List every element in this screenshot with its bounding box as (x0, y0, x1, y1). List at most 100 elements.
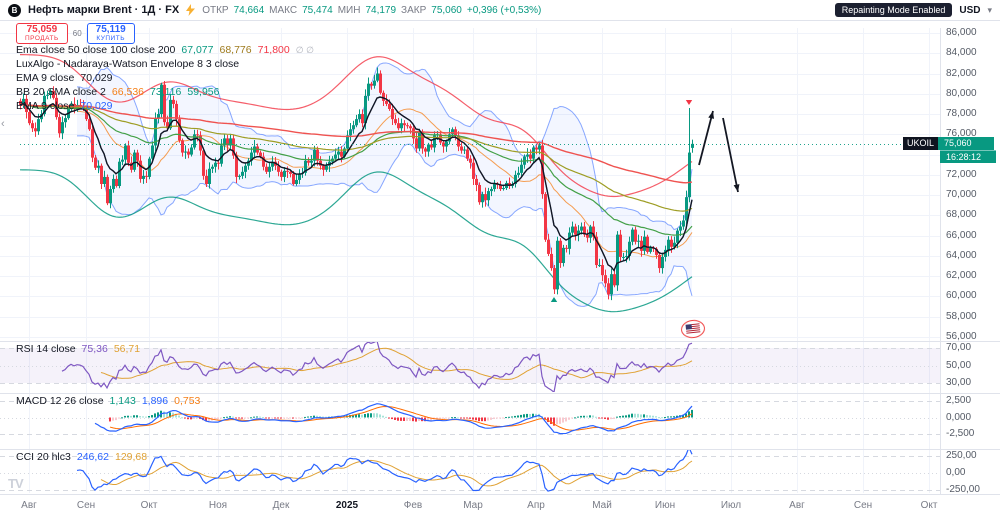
time-axis-label-Фев: Фев (403, 500, 423, 511)
legend-value: 129,68 (114, 451, 148, 463)
legend-title: Ema close 50 close 100 close 200 (16, 44, 176, 56)
legend-value: 68,776 (219, 44, 252, 56)
price-axis-label: 60,000 (946, 290, 977, 302)
trade-panel: 75,059 ПРОДАТЬ 60 75,119 КУПИТЬ (16, 23, 135, 44)
price-axis-label: 72,000 (946, 168, 977, 180)
legend-ema9-black[interactable]: EMA 9 close 70,029 (16, 72, 113, 84)
price-axis-label: 76,000 (946, 128, 977, 140)
legend-cci[interactable]: CCI 20 hlc3 246,62 129,68 (16, 451, 147, 463)
hidden-values-icon: ∅ ∅ (295, 44, 314, 55)
high-value: 75,474 (302, 4, 333, 16)
collapse-panel-arrow[interactable]: ‹ (1, 118, 5, 130)
time-axis-label-Авг: Авг (789, 500, 805, 511)
close-value: 75,060 (431, 4, 462, 16)
legend-value: 0,753 (174, 395, 201, 407)
legend-title: BB 20 SMA close 2 (16, 86, 106, 98)
time-axis-label-Ноя: Ноя (208, 500, 228, 511)
price-label-symbol: UKOIL (903, 137, 939, 150)
price-axis-label: 80,000 (946, 87, 977, 99)
close-label: ЗАКР (401, 4, 427, 16)
legend-value: 73,116 (150, 86, 182, 98)
price-label-value: 75,060 (938, 137, 995, 150)
symbol-title[interactable]: Нефть марки Brent · 1Д · FX (28, 4, 180, 16)
cci-axis-label: 0,00 (946, 467, 966, 478)
legend-title: EMA 9 close (16, 72, 75, 84)
legend-value: 67,077 (181, 44, 214, 56)
time-axis-label-Окт: Окт (140, 500, 158, 511)
cci-axis-label: -250,00 (946, 484, 980, 495)
price-axis-label: 64,000 (946, 249, 977, 261)
legend-value: 56,71 (113, 343, 141, 355)
price-axis-label: 58,000 (946, 310, 977, 322)
rsi-axis-label: 50,00 (946, 359, 972, 371)
legend-value: 1,896 (141, 395, 169, 407)
legend-value: 66,536 (111, 86, 145, 98)
open-value: 74,664 (233, 4, 265, 16)
price-axis-label: 84,000 (946, 47, 977, 59)
currency-selector[interactable]: USD (959, 4, 981, 16)
open-label: ОТКР (202, 4, 229, 16)
spread-value: 60 (72, 29, 82, 38)
legend-value: 246,62 (76, 451, 109, 463)
change-value: +0,396 (+0,53%) (466, 4, 542, 16)
flash-icon (186, 4, 196, 16)
low-label: МИН (337, 4, 361, 16)
low-value: 74,179 (365, 4, 397, 16)
last-price-label: UKOIL 75,060 16:28:12 (903, 137, 996, 163)
time-axis-label-Сен: Сен (76, 500, 96, 511)
legend-title: EMA 9 close (16, 100, 75, 112)
time-axis-label-Авг: Авг (21, 500, 37, 511)
legend-rsi[interactable]: RSI 14 close 75,36 56,71 (16, 343, 140, 355)
bar-countdown: 16:28:12 (940, 150, 996, 163)
legend-value: 70,029 (80, 72, 113, 84)
ohlc-values: ОТКР 74,664 МАКС 75,474 МИН 74,179 ЗАКР 75,0… (202, 5, 541, 16)
sell-price: 75,059 (26, 24, 58, 35)
legend-title: LuxAlgo - Nadaraya-Watson Envelope 8 3 c… (16, 58, 240, 70)
rsi-axis-label: 30,00 (946, 377, 972, 388)
time-axis-label-Сен: Сен (853, 500, 873, 511)
price-axis-label: 66,000 (946, 229, 977, 241)
buy-label: КУПИТЬ (96, 35, 125, 42)
us-flag-icon (685, 323, 701, 335)
legend-ema9-blue[interactable]: EMA 9 close 70,029 (16, 100, 113, 112)
cci-axis-label: 250,00 (946, 450, 977, 461)
legend-title: MACD 12 26 close (16, 395, 104, 407)
legend-nadaraya-watson[interactable]: LuxAlgo - Nadaraya-Watson Envelope 8 3 c… (16, 58, 239, 70)
time-axis-label-2025: 2025 (335, 500, 359, 511)
price-axis-label: 78,000 (946, 108, 977, 120)
legend-title: RSI 14 close (16, 343, 76, 355)
rsi-axis-label: 70,00 (946, 342, 972, 353)
legend-value: 71,800 (257, 44, 290, 56)
legend-value: 75,36 (81, 343, 108, 355)
repainting-mode-badge: Repainting Mode Enabled (834, 3, 953, 17)
price-axis-label: 86,000 (946, 27, 977, 38)
legend-bollinger-bands[interactable]: BB 20 SMA close 2 66,536 73,116 59,956 (16, 86, 219, 98)
legend-value: 1,143 (109, 395, 136, 407)
legend-title: CCI 20 hlc3 (16, 451, 71, 463)
legend-value: 59,956 (187, 86, 220, 98)
legend-value: 70,029 (80, 100, 113, 112)
sell-label: ПРОДАТЬ (25, 35, 59, 42)
price-axis-label: 62,000 (946, 270, 977, 282)
chevron-down-icon[interactable]: ▾ (987, 4, 992, 15)
legend-macd[interactable]: MACD 12 26 close 1,143 1,896 0,753 (16, 395, 200, 407)
time-axis-label-Мар: Мар (463, 500, 483, 511)
buy-button[interactable]: 75,119 КУПИТЬ (86, 23, 135, 44)
time-axis-label-Май: Май (592, 500, 612, 511)
time-axis-label-Июл: Июл (720, 500, 742, 511)
sell-button[interactable]: 75,059 ПРОДАТЬ (16, 23, 68, 44)
time-axis-label-Окт: Окт (920, 500, 938, 511)
price-axis-label: 68,000 (946, 209, 977, 221)
high-label: МАКС (269, 4, 298, 16)
legend-ema-ribbon[interactable]: Ema close 50 close 100 close 200 67,077 … (16, 44, 314, 56)
macd-axis-label: 2,500 (946, 395, 972, 406)
price-axis-label: 70,000 (946, 189, 977, 201)
tradingview-watermark: TV (8, 476, 24, 491)
time-axis-label-Апр: Апр (527, 500, 545, 511)
price-axis-label: 56,000 (946, 331, 977, 342)
macd-axis-label: -2,500 (946, 428, 975, 439)
time-axis-label-Дек: Дек (272, 500, 290, 511)
instrument-logo-icon: B (8, 3, 21, 17)
